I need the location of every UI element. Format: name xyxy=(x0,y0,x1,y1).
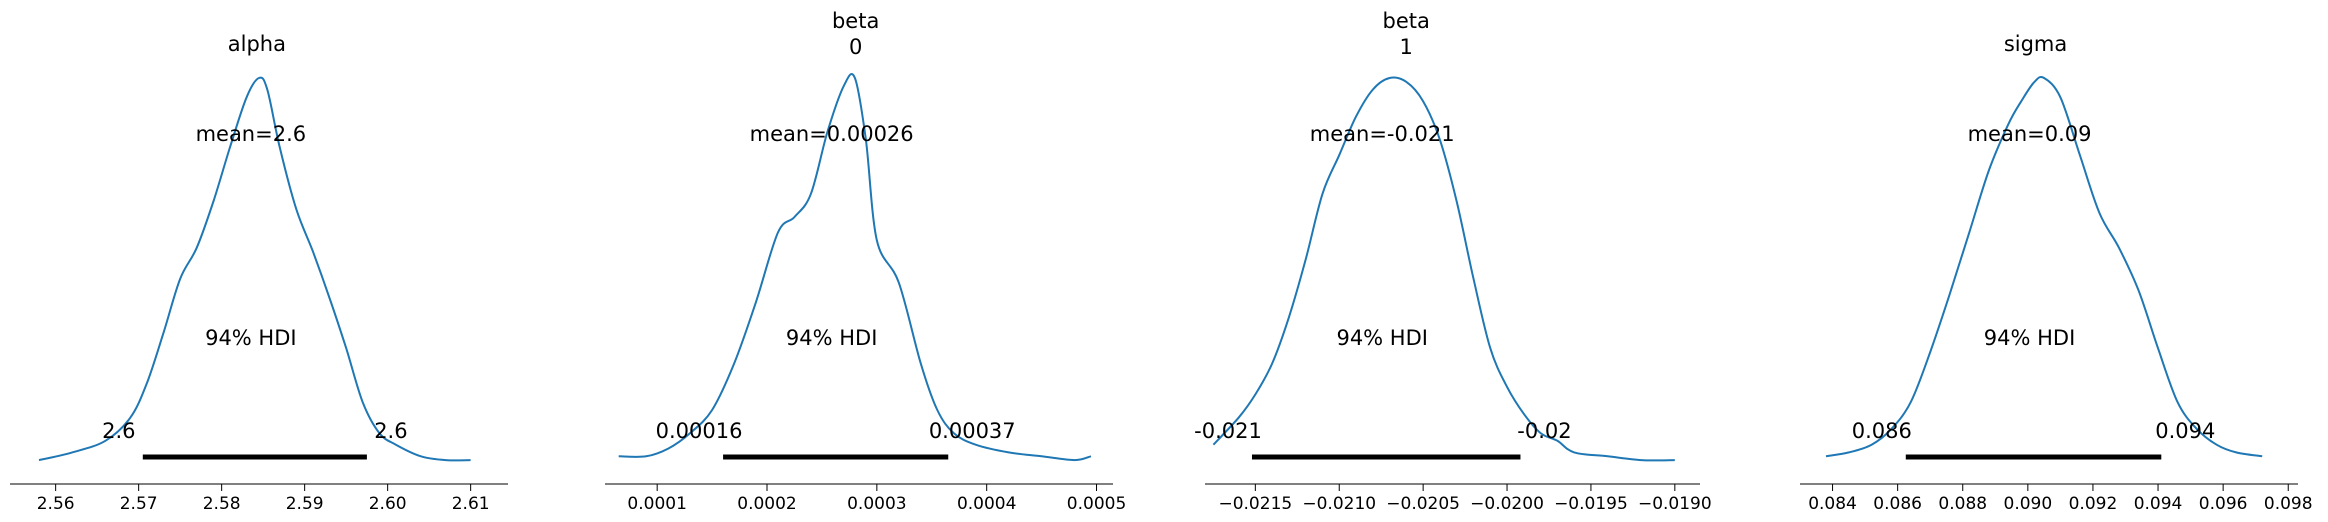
hdi-high-label: 0.00037 xyxy=(929,419,1016,443)
x-tick-label: 2.59 xyxy=(286,494,324,514)
panel-3: sigma mean=0.09 94% HDI 0.086 0.094 0.084 0.08… xyxy=(1800,32,2313,514)
hdi-label: 94% HDI xyxy=(1984,326,2076,350)
x-tick-label: 0.084 xyxy=(1808,494,1857,514)
x-tick-label: 0.098 xyxy=(2264,494,2313,514)
x-tick-label: 0.0005 xyxy=(1067,494,1126,514)
x-tick-label: −0.0200 xyxy=(1470,494,1544,514)
panel-title: sigma xyxy=(2004,32,2067,56)
x-tick-label: 0.0003 xyxy=(847,494,906,514)
panel-title-sub: 0 xyxy=(849,35,862,59)
hdi-low-label: 0.086 xyxy=(1852,419,1912,443)
density-curve xyxy=(1825,75,2263,458)
x-tick-label: −0.0190 xyxy=(1638,494,1712,514)
x-tick-label: 0.096 xyxy=(2199,494,2248,514)
hdi-low-label: 2.6 xyxy=(102,419,135,443)
hdi-label: 94% HDI xyxy=(205,326,297,350)
hdi-high-label: 0.094 xyxy=(2155,419,2215,443)
x-tick-label: 2.56 xyxy=(37,494,75,514)
x-tick-label: −0.0215 xyxy=(1218,494,1292,514)
x-tick-label: 0.0002 xyxy=(737,494,796,514)
x-tick-label: 0.088 xyxy=(1938,494,1987,514)
mean-label: mean=0.00026 xyxy=(750,122,914,146)
hdi-label: 94% HDI xyxy=(1336,326,1428,350)
panel-title: beta xyxy=(1383,9,1430,33)
x-tick-label: 0.090 xyxy=(2004,494,2053,514)
hdi-low-label: -0.021 xyxy=(1194,419,1262,443)
x-tick-label: −0.0210 xyxy=(1302,494,1376,514)
x-tick-label: 0.0004 xyxy=(957,494,1016,514)
density-curve xyxy=(38,76,471,462)
x-tick-label: 2.58 xyxy=(203,494,241,514)
panel-title: beta xyxy=(832,9,879,33)
x-tick-label: 0.086 xyxy=(1873,494,1922,514)
x-tick-label: 2.61 xyxy=(452,494,490,514)
density-curve xyxy=(618,73,1092,462)
mean-label: mean=-0.021 xyxy=(1310,122,1455,146)
x-tick-label: −0.0205 xyxy=(1386,494,1460,514)
panel-title: alpha xyxy=(228,32,286,56)
hdi-high-label: 2.6 xyxy=(374,419,407,443)
mean-label: mean=2.6 xyxy=(196,122,307,146)
hdi-low-label: 0.00016 xyxy=(656,419,743,443)
x-tick-label: 0.094 xyxy=(2134,494,2183,514)
hdi-high-label: -0.02 xyxy=(1517,419,1571,443)
x-tick-label: −0.0195 xyxy=(1554,494,1628,514)
x-tick-label: 0.092 xyxy=(2069,494,2118,514)
panel-title-sub: 1 xyxy=(1400,35,1413,59)
x-tick-label: 0.0001 xyxy=(627,494,686,514)
panel-0: alpha mean=2.6 94% HDI 2.6 2.6 2.56 2.57 2.58 2.… xyxy=(10,32,508,514)
x-tick-label: 2.60 xyxy=(369,494,407,514)
density-curve xyxy=(1212,76,1675,462)
x-tick-label: 2.57 xyxy=(120,494,158,514)
hdi-label: 94% HDI xyxy=(786,326,878,350)
mean-label: mean=0.09 xyxy=(1968,122,2092,146)
